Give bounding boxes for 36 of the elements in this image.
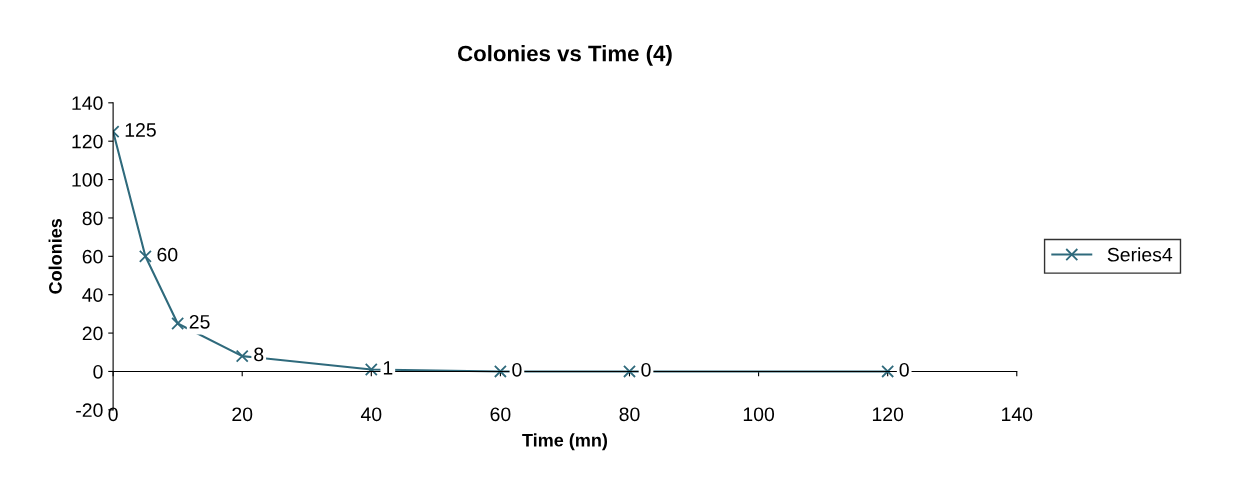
point [493, 364, 507, 378]
point [364, 363, 378, 376]
point [881, 364, 895, 378]
x-tick-label: 120 [872, 407, 904, 422]
y-tick-label: 100 [72, 173, 103, 187]
x-tick-label: 0 [108, 407, 118, 422]
x-tick-label: 60 [490, 407, 511, 422]
y-tick-label: 40 [82, 288, 103, 302]
y-tick-label: 120 [72, 134, 103, 149]
point [235, 349, 249, 363]
y-tick-label: 20 [82, 326, 103, 341]
x-tick-label: 40 [360, 407, 382, 422]
x-tick-label: 100 [743, 407, 775, 422]
legend-label: Series4 [1107, 247, 1173, 262]
point [171, 317, 185, 330]
chart-title: Colonies vs Time (4) [458, 45, 672, 66]
x-tick-label: 140 [1002, 407, 1033, 422]
data-label: 25 [189, 314, 210, 329]
data-label: 8 [254, 347, 264, 362]
data-label: 0 [899, 362, 909, 377]
y-tick-label: 80 [82, 211, 103, 226]
y-tick-label: 140 [72, 96, 103, 111]
y-axis-title: Colonies [48, 218, 62, 294]
data-label: 0 [512, 362, 522, 377]
data-label: 125 [125, 123, 156, 137]
data-label: 1 [383, 361, 393, 375]
point [138, 249, 152, 263]
data-label: 60 [157, 247, 178, 262]
x-tick-label: 20 [232, 407, 253, 422]
x-tick-label: 80 [619, 407, 640, 422]
y-tick-label: 60 [82, 249, 103, 264]
x-axis-title: Time (mn) [522, 433, 608, 451]
data-label: 0 [641, 362, 651, 377]
point [623, 364, 636, 378]
y-tick-label: -20 [76, 403, 103, 418]
y-tick-label: 0 [93, 364, 103, 379]
